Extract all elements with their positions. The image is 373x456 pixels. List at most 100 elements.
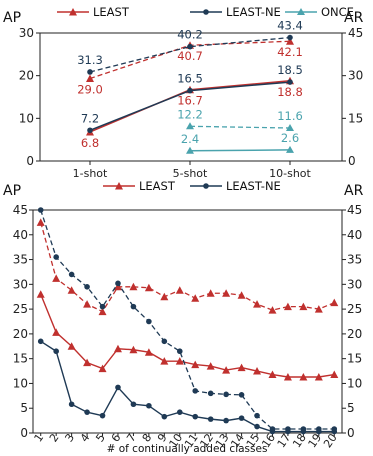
bottom-point-least-ne-ap-7 <box>130 401 137 408</box>
bottom-ytick-label-40: 40 <box>13 228 28 242</box>
bottom-point-least-ap-20 <box>330 370 339 379</box>
bottom-xtick-label-20: 20 <box>321 431 340 450</box>
top-point-least-ne-ar-2 <box>287 34 293 41</box>
bottom-point-least-ap-15 <box>253 367 262 375</box>
bottom-point-least-ap-4 <box>83 358 92 367</box>
bottom-legend-marker-least-ne <box>203 183 209 189</box>
bottom-legend-least: LEAST <box>139 179 176 193</box>
bottom-point-least-ar-15 <box>253 300 262 308</box>
top-chart: 0 10 20 30 0 15 30 45 1-shot 5-shot 10-shot AP AR LEA… <box>3 5 364 180</box>
bottom-ytick-label-20: 20 <box>13 327 28 341</box>
bottom-point-least-ar-12 <box>206 289 215 297</box>
top-legend-once: ONCE <box>321 5 354 19</box>
bottom-point-least-ap-9 <box>160 357 169 365</box>
bottom-series-least-ne-ap <box>40 340 335 433</box>
bottom-plot-frame <box>32 209 343 434</box>
bottom-series-least-ne-ar <box>40 209 335 430</box>
bottom-point-least-ne-ap-1 <box>37 338 44 345</box>
bottom-point-least-ne-ar-6 <box>115 280 121 287</box>
bottom-x-axis-label: # of continually added classes <box>107 443 268 455</box>
top-ytick-label-20: 20 <box>19 69 34 83</box>
bottom-point-least-ar-5 <box>98 307 107 316</box>
bottom-point-least-ar-17 <box>283 302 292 311</box>
bottom-point-least-ar-20 <box>330 298 339 307</box>
top-y2tick-label-45: 45 <box>348 26 363 40</box>
bottom-point-least-ap-12 <box>206 362 215 370</box>
bottom-point-least-ar-6 <box>113 282 122 291</box>
top-data-label-least-ar-1: 40.7 <box>177 49 203 63</box>
top-series-least-ne-ar <box>89 36 291 73</box>
top-ytick-label-10: 10 <box>19 111 34 125</box>
top-data-label-once-ar-2: 11.6 <box>277 109 303 123</box>
top-point-least-ne-ap-1 <box>187 87 193 94</box>
bottom-point-least-ne-ar-9 <box>161 338 168 345</box>
bottom-point-least-ne-ar-15 <box>254 412 260 419</box>
top-series-once-ap <box>189 149 291 152</box>
bottom-legend-marker-least <box>115 182 123 190</box>
bottom-legend-least-ne: LEAST-NE <box>226 179 281 193</box>
bottom-point-least-ne-ap-2 <box>53 348 59 355</box>
bottom-point-least-ap-1 <box>36 290 45 298</box>
bottom-point-least-ap-5 <box>98 364 107 373</box>
bottom-point-least-ne-ap-3 <box>68 401 75 408</box>
bottom-y2-axis-label: AR <box>344 183 364 199</box>
bottom-point-least-ne-ar-10 <box>176 348 183 355</box>
bottom-point-least-ne-ar-1 <box>37 207 44 213</box>
bottom-ytick-label-5: 5 <box>20 401 28 415</box>
top-point-least-ne-ar-1 <box>187 43 193 50</box>
top-y2tick-label-30: 30 <box>348 69 363 83</box>
bottom-point-least-ar-4 <box>83 300 92 308</box>
top-data-label-least-ne-ar-0: 31.3 <box>77 53 103 67</box>
bottom-point-least-ne-ar-2 <box>53 254 59 260</box>
bottom-point-least-ap-13 <box>222 366 231 374</box>
bottom-point-least-ne-ar-18 <box>300 426 307 432</box>
top-y2-axis-label: AR <box>344 10 364 26</box>
top-point-least-ar-0 <box>86 74 94 83</box>
bottom-point-least-ne-ap-6 <box>115 384 121 391</box>
bottom-point-least-ap-16 <box>268 370 277 379</box>
top-xtick-label-1-shot: 1-shot <box>73 167 108 180</box>
top-y-axis-label: AP <box>3 10 21 26</box>
bottom-point-least-ne-ap-4 <box>84 409 90 415</box>
bottom-point-least-ne-ar-4 <box>84 284 90 290</box>
bottom-y2tick-label-40: 40 <box>347 228 362 242</box>
top-legend-marker-once <box>297 8 305 15</box>
bottom-point-least-ar-18 <box>299 302 308 311</box>
top-point-least-ar-2 <box>286 37 294 45</box>
top-ytick-label-0: 0 <box>26 154 34 168</box>
bottom-ytick-label-35: 35 <box>13 253 28 267</box>
bottom-point-least-ar-10 <box>175 286 184 294</box>
bottom-point-least-ar-13 <box>222 289 231 297</box>
bottom-point-least-ar-14 <box>237 291 246 299</box>
bottom-y2tick-label-10: 10 <box>347 376 362 390</box>
top-legend-least-ne: LEAST-NE <box>226 5 281 19</box>
top-point-once-ap-2 <box>286 145 294 153</box>
bottom-point-least-ne-ar-3 <box>68 271 75 278</box>
bottom-y2tick-label-20: 20 <box>347 327 362 341</box>
top-legend-least: LEAST <box>93 5 130 19</box>
bottom-point-least-ap-19 <box>314 373 323 381</box>
bottom-point-least-ne-ar-12 <box>207 390 214 397</box>
top-data-label-least-ne-ar-1: 40.2 <box>177 28 203 42</box>
top-data-label-least-ne-ar-2: 43.4 <box>277 19 303 33</box>
bottom-series-least-ar <box>40 222 335 313</box>
bottom-point-least-ne-ar-14 <box>238 392 245 398</box>
top-data-label-least-ne-ap-1: 16.5 <box>177 72 203 86</box>
bottom-point-least-ar-1 <box>36 218 45 226</box>
top-data-label-least-ap-2: 18.8 <box>277 85 303 99</box>
top-data-label-once-ap-2: 2.6 <box>281 131 299 145</box>
top-legend-marker-least <box>69 8 77 16</box>
bottom-y2tick-label-45: 45 <box>347 203 362 217</box>
top-y2tick-label-15: 15 <box>348 111 363 125</box>
bottom-point-least-ne-ar-5 <box>99 303 106 310</box>
top-data-label-least-ap-0: 6.8 <box>81 136 99 150</box>
bottom-point-least-ar-9 <box>160 292 169 301</box>
top-data-label-least-ne-ap-2: 18.5 <box>277 63 303 77</box>
top-legend-marker-least-ne <box>203 9 209 15</box>
top-point-least-ne-ap-2 <box>287 79 293 85</box>
bottom-point-least-ne-ap-13 <box>223 417 229 424</box>
bottom-point-least-ap-14 <box>237 363 246 372</box>
bottom-y2tick-label-35: 35 <box>347 253 362 267</box>
bottom-point-least-ar-19 <box>314 305 323 313</box>
